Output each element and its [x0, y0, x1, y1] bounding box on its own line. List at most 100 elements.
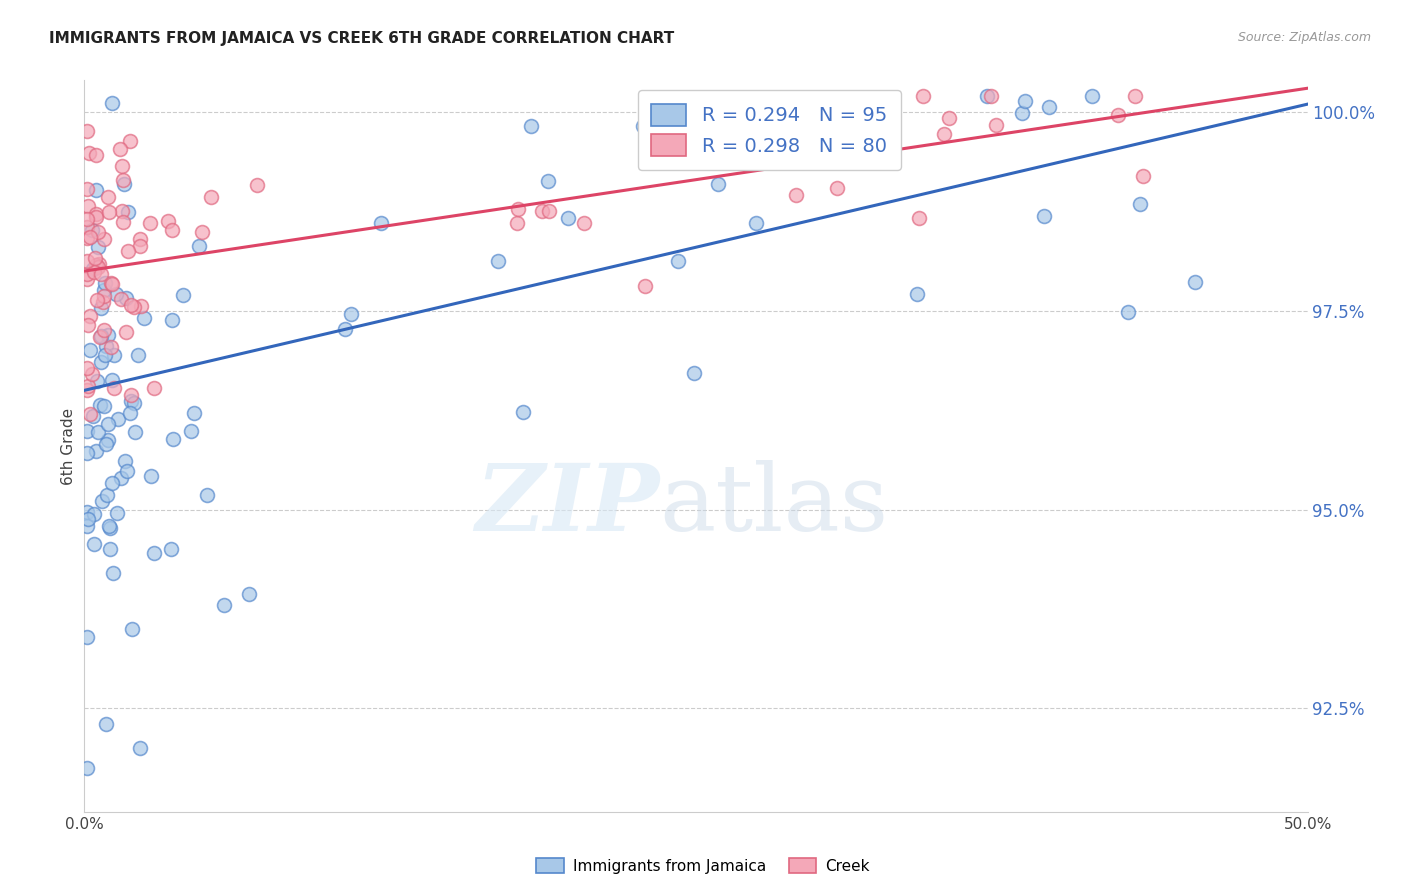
Point	[110, 203, 132, 218]
Point	[142, 546, 165, 560]
Point	[107, 411, 129, 425]
Point	[1123, 89, 1146, 103]
Point	[83, 537, 105, 551]
Point	[96, 433, 118, 447]
Point	[785, 188, 807, 202]
Point	[84, 206, 107, 220]
Point	[238, 587, 260, 601]
Point	[79, 309, 101, 323]
Point	[76, 318, 98, 333]
Point	[82, 409, 104, 423]
Point	[506, 216, 529, 230]
Point	[111, 173, 134, 187]
Point	[76, 211, 98, 226]
Point	[183, 406, 205, 420]
Point	[682, 366, 704, 380]
Point	[82, 367, 104, 381]
Point	[89, 257, 111, 271]
Point	[93, 400, 115, 414]
Point	[631, 120, 654, 134]
Point	[180, 424, 202, 438]
Point	[520, 119, 543, 133]
Point	[104, 286, 127, 301]
Point	[370, 216, 392, 230]
Point	[156, 214, 179, 228]
Point	[90, 267, 112, 281]
Point	[103, 348, 125, 362]
Point	[76, 446, 98, 460]
Point	[115, 326, 138, 340]
Point	[114, 454, 136, 468]
Point	[100, 341, 122, 355]
Point	[120, 387, 142, 401]
Point	[86, 293, 108, 307]
Point	[1011, 106, 1033, 120]
Point	[666, 254, 689, 268]
Point	[90, 354, 112, 368]
Point	[506, 202, 529, 217]
Point	[98, 521, 121, 535]
Point	[333, 322, 356, 336]
Point	[246, 178, 269, 193]
Legend: R = 0.294   N = 95, R = 0.298   N = 80: R = 0.294 N = 95, R = 0.298 N = 80	[638, 90, 901, 169]
Point	[97, 417, 120, 431]
Point	[1184, 275, 1206, 289]
Point	[89, 398, 111, 412]
Point	[90, 329, 112, 343]
Point	[1081, 89, 1104, 103]
Point	[160, 223, 183, 237]
Point	[100, 276, 122, 290]
Point	[911, 89, 934, 103]
Point	[111, 159, 134, 173]
Point	[83, 251, 105, 265]
Point	[98, 518, 121, 533]
Point	[76, 254, 98, 268]
Point	[76, 181, 98, 195]
Point	[76, 199, 98, 213]
Point	[1132, 169, 1154, 183]
Point	[905, 286, 928, 301]
Point	[94, 717, 117, 731]
Point	[96, 339, 118, 353]
Legend: Immigrants from Jamaica, Creek: Immigrants from Jamaica, Creek	[530, 852, 876, 880]
Point	[129, 741, 152, 756]
Point	[83, 507, 105, 521]
Point	[96, 436, 118, 450]
Point	[530, 204, 553, 219]
Point	[112, 177, 135, 191]
Point	[160, 541, 183, 556]
Point	[101, 566, 124, 581]
Point	[117, 244, 139, 258]
Point	[124, 300, 146, 314]
Point	[121, 622, 143, 636]
Point	[86, 374, 108, 388]
Point	[79, 230, 101, 244]
Point	[84, 148, 107, 162]
Point	[79, 145, 101, 160]
Point	[98, 542, 121, 557]
Point	[76, 361, 98, 376]
Text: IMMIGRANTS FROM JAMAICA VS CREEK 6TH GRADE CORRELATION CHART: IMMIGRANTS FROM JAMAICA VS CREEK 6TH GRA…	[49, 31, 675, 46]
Point	[172, 288, 194, 302]
Point	[76, 518, 98, 533]
Point	[84, 182, 107, 196]
Point	[103, 381, 125, 395]
Point	[76, 424, 98, 438]
Point	[110, 471, 132, 485]
Point	[76, 219, 98, 234]
Text: atlas: atlas	[659, 459, 889, 549]
Text: Source: ZipAtlas.com: Source: ZipAtlas.com	[1237, 31, 1371, 45]
Point	[87, 425, 110, 440]
Point	[815, 104, 838, 119]
Point	[76, 761, 98, 775]
Point	[80, 223, 103, 237]
Point	[129, 232, 152, 246]
Point	[131, 299, 153, 313]
Point	[1129, 196, 1152, 211]
Point	[1033, 209, 1056, 223]
Point	[115, 291, 138, 305]
Point	[93, 288, 115, 302]
Point	[122, 396, 145, 410]
Point	[139, 469, 162, 483]
Point	[938, 111, 960, 125]
